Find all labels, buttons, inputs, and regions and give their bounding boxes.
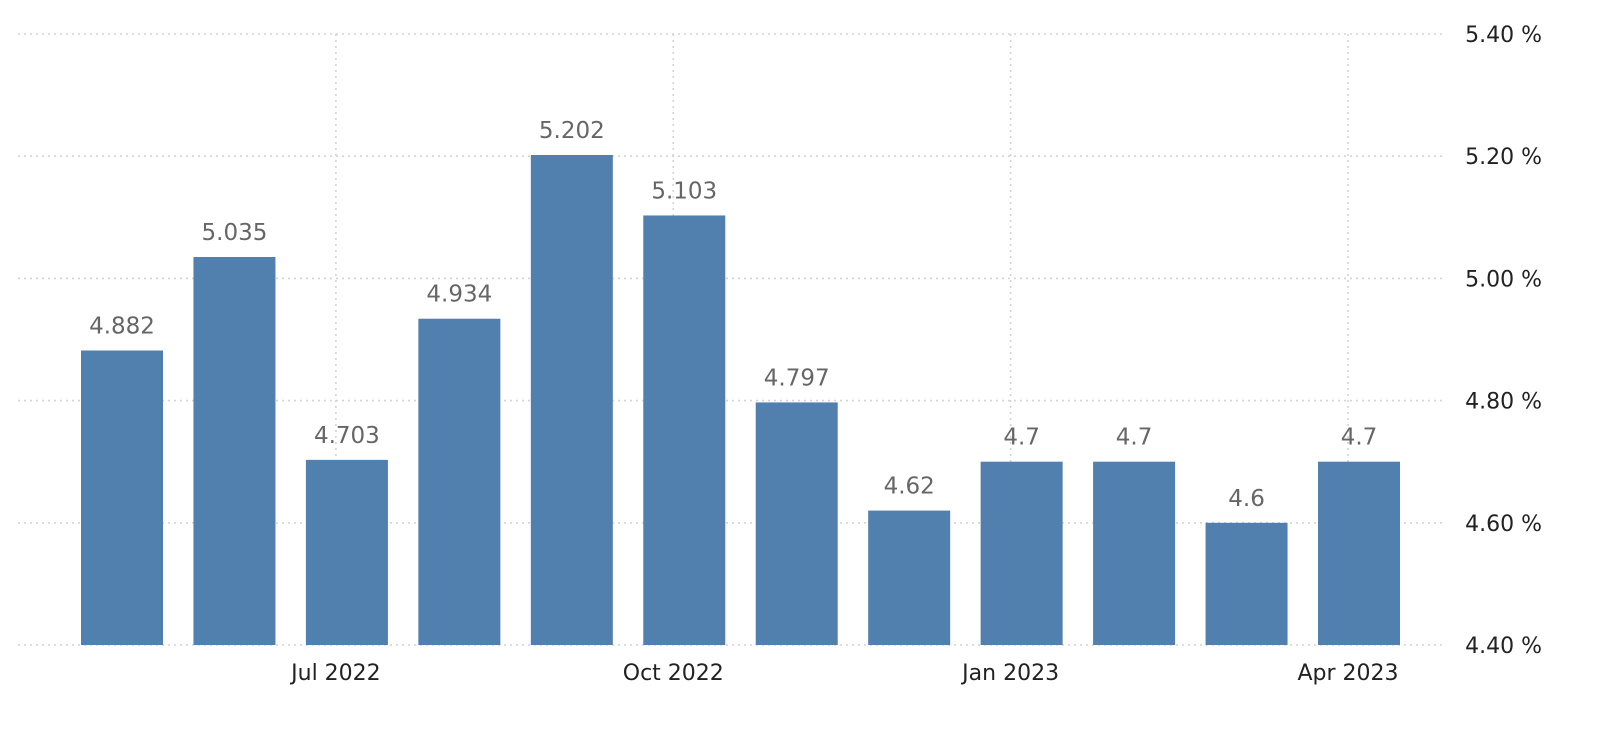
y-tick-label: 5.00 % — [1465, 267, 1542, 292]
bar — [755, 402, 838, 645]
bar — [1093, 461, 1176, 645]
bar — [643, 215, 726, 646]
data-label: 4.934 — [426, 282, 492, 308]
y-tick-label: 5.20 % — [1465, 145, 1542, 170]
data-label: 4.797 — [764, 365, 830, 391]
data-label-layer: 4.882 5.035 4.703 4.934 5.202 5.103 4.797 4.62 4… — [89, 118, 1377, 512]
x-tick-label: Jan 2023 — [960, 661, 1059, 686]
y-tick-label: 4.80 % — [1465, 390, 1542, 415]
bar — [868, 510, 951, 645]
data-label: 5.035 — [202, 220, 268, 246]
data-label: 5.103 — [651, 178, 717, 204]
bar — [193, 257, 276, 645]
bar — [81, 350, 163, 645]
x-tick-label: Oct 2022 — [623, 661, 724, 686]
x-tick-label: Apr 2023 — [1297, 661, 1398, 686]
bar — [530, 154, 613, 645]
bar — [1318, 461, 1400, 645]
bar — [1205, 522, 1288, 645]
x-axis: Jul 2022 Oct 2022 Jan 2023 Apr 2023 — [289, 661, 1398, 686]
data-label: 4.882 — [89, 313, 155, 339]
data-label: 5.202 — [539, 118, 605, 144]
data-label: 4.62 — [884, 474, 935, 500]
y-axis: 5.40 % 5.20 % 5.00 % 4.80 % 4.60 % 4.40 % — [1465, 23, 1542, 659]
data-label: 4.7 — [1341, 425, 1378, 451]
y-tick-label: 5.40 % — [1465, 23, 1542, 48]
data-label: 4.6 — [1228, 486, 1265, 512]
bar — [305, 459, 388, 645]
bar — [418, 318, 501, 645]
x-tick-label: Jul 2022 — [289, 661, 381, 686]
y-tick-label: 4.60 % — [1465, 512, 1542, 537]
bar — [980, 461, 1063, 645]
data-label: 4.703 — [314, 423, 380, 449]
data-label: 4.7 — [1116, 425, 1153, 451]
y-tick-label: 4.40 % — [1465, 634, 1542, 659]
data-label: 4.7 — [1003, 425, 1040, 451]
bar-layer — [81, 154, 1400, 646]
